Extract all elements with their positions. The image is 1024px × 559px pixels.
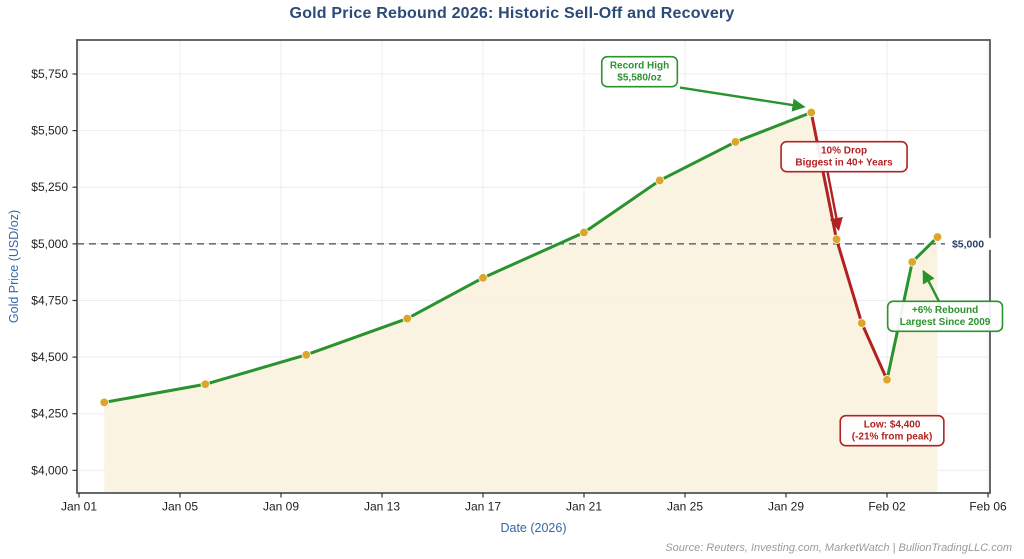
- data-point-jan-31: [831, 234, 842, 245]
- data-points: [99, 107, 943, 408]
- series-segment-sell-off: [809, 110, 889, 382]
- data-point-feb-04: [932, 232, 943, 242]
- y-tick-label: $4,000: [31, 463, 68, 477]
- record-high-line-1: Record High: [610, 61, 669, 72]
- drop-box: [780, 140, 908, 173]
- x-axis-label: Date (2026): [500, 521, 566, 535]
- y-tick-label: $5,000: [31, 237, 68, 251]
- data-point-jan-17: [478, 273, 488, 283]
- data-point-jan-21: [579, 227, 589, 238]
- data-point-jan-06: [200, 379, 210, 389]
- x-tick-label: Feb 06: [969, 500, 1007, 514]
- reference-label-bg: [945, 237, 991, 250]
- low-line-1: Low: $4,400: [864, 420, 921, 431]
- y-tick-label: $4,500: [31, 350, 68, 364]
- x-tick-label: Jan 21: [566, 500, 602, 514]
- data-point-jan-14: [402, 313, 412, 324]
- x-tick-label: Jan 13: [364, 500, 400, 514]
- data-point-feb-02: [882, 375, 892, 385]
- drop-line-2: Biggest in 40+ Years: [795, 157, 893, 168]
- rebound-arrow: [922, 269, 940, 302]
- data-point-jan-24: [655, 175, 665, 186]
- low-line-2: (-21% from peak): [852, 432, 933, 443]
- data-point-jan-30: [806, 107, 816, 118]
- record-high-box: [600, 55, 679, 88]
- chart-title: Gold Price Rebound 2026: Historic Sell-O…: [289, 5, 735, 22]
- area-fill: [104, 112, 938, 493]
- low-box: [839, 414, 945, 447]
- reference-line-label: $5,000: [952, 239, 984, 251]
- y-tick-label: $5,250: [31, 180, 68, 194]
- drop-arrow: [826, 172, 843, 232]
- x-tick-label: Jan 09: [263, 500, 299, 514]
- y-axis-label: Gold Price (USD/oz): [7, 210, 21, 323]
- data-point-jan-10: [301, 350, 311, 360]
- rebound-line-2: Largest Since 2009: [900, 317, 991, 328]
- x-tick-label: Jan 25: [667, 500, 703, 514]
- rebound-line-1: +6% Rebound: [912, 305, 978, 316]
- x-tick-label: Jan 01: [61, 500, 97, 514]
- drop-line-1: 10% Drop: [821, 145, 867, 156]
- y-tick-label: $5,500: [31, 124, 68, 138]
- axes: Jan 01 Jan 05 Jan 09 Jan 13 Jan 17 Jan 21 Jan …: [31, 67, 1007, 514]
- data-point-jan-02: [99, 397, 109, 408]
- annotation-low: Low: $4,400(-21% from peak): [839, 414, 945, 447]
- annotation-record-high: Record High$5,580/oz: [600, 55, 806, 112]
- y-tick-label: $4,750: [31, 293, 68, 307]
- x-tick-label: Jan 17: [465, 500, 501, 514]
- y-tick-label: $5,750: [31, 67, 68, 81]
- y-tick-label: $4,250: [31, 407, 68, 421]
- record-high-line-2: $5,580/oz: [617, 73, 661, 84]
- x-tick-label: Feb 02: [868, 500, 906, 514]
- source-credit: Source: Reuters, Investing.com, MarketWa…: [665, 542, 1012, 554]
- x-tick-label: Jan 05: [162, 500, 198, 514]
- rebound-box: [886, 300, 1004, 333]
- x-tick-label: Jan 29: [768, 500, 804, 514]
- plot-border: [76, 39, 991, 494]
- record-high-arrow: [679, 86, 806, 112]
- data-point-jan-27: [730, 137, 741, 147]
- data-point-feb-01: [857, 318, 867, 328]
- data-point-feb-03: [907, 257, 917, 267]
